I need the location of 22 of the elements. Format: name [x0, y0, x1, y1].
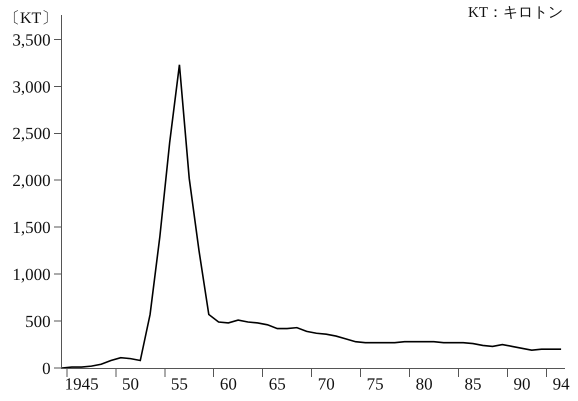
y-tick-label: 3,000	[12, 77, 51, 96]
x-tick-label: 65	[268, 374, 286, 394]
y-tick-label: 1,500	[12, 218, 51, 238]
x-tick-label: 50	[122, 374, 139, 394]
x-tick-label: 94	[552, 374, 570, 394]
line-series	[62, 64, 562, 368]
x-tick-label: 80	[416, 374, 433, 394]
y-tick-label: 2,000	[12, 171, 51, 190]
x-tick-label: 85	[464, 374, 482, 394]
x-tick-label: 1945	[64, 374, 99, 394]
y-tick-label: 3,500	[12, 30, 51, 50]
annotation: KT：キロトン	[468, 5, 563, 21]
x-tick-label: 90	[513, 374, 530, 394]
y-tick-label: 1,000	[12, 265, 51, 284]
y-tick-label: 0	[42, 358, 51, 378]
y-axis-title: 〔KT〕	[4, 10, 58, 27]
y-tick-label: 2,500	[12, 124, 51, 144]
x-tick-label: 75	[366, 374, 384, 394]
y-tick-label: 500	[25, 312, 51, 332]
x-tick-label: 55	[170, 374, 188, 394]
x-tick-label: 60	[220, 374, 237, 394]
x-tick-label: 70	[318, 374, 335, 394]
